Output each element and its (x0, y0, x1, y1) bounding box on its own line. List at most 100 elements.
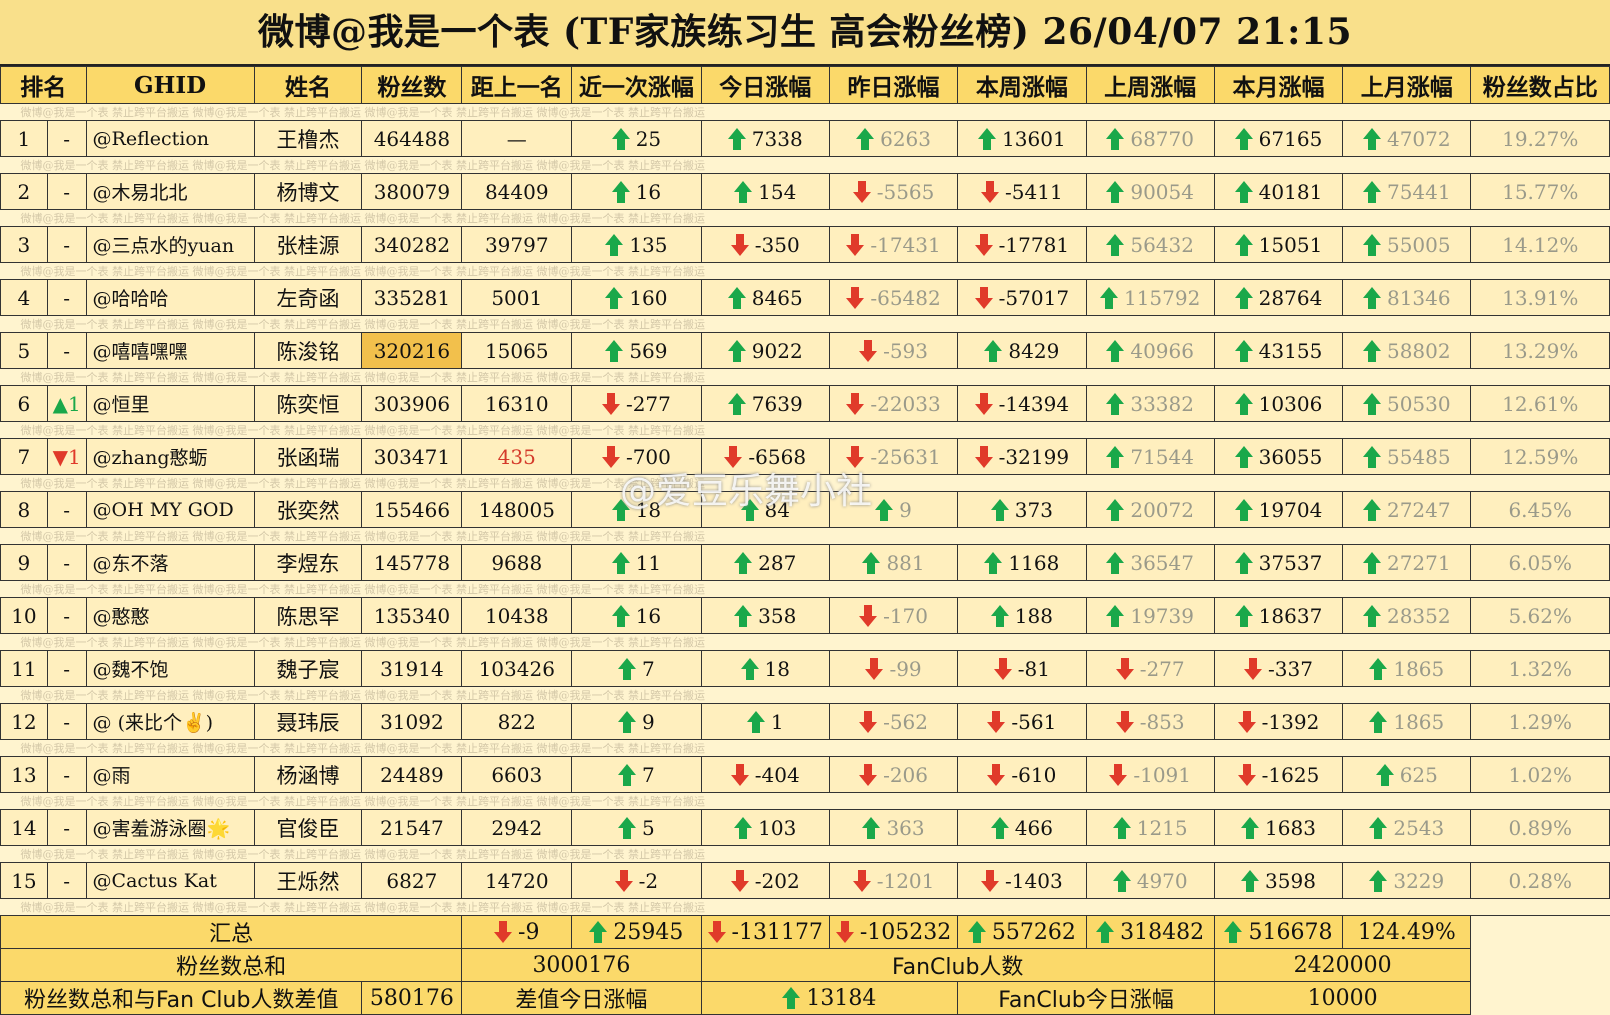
watermark-strip: 微博@我是一个表 禁止跨平台搬运 微博@我是一个表 禁止跨平台搬运 微博@我是一… (0, 580, 1610, 598)
lastmonth-value: 27247 (1386, 497, 1451, 522)
arrow-up-icon (740, 498, 759, 521)
lastmonth-cell: 50530 (1342, 385, 1472, 422)
rank-cell: 5 (0, 332, 48, 369)
recent-value: 25 (635, 126, 662, 151)
gap-cell: 16310 (461, 385, 573, 422)
arrow-down-icon (981, 180, 1000, 203)
arrow-down-icon (1244, 657, 1263, 680)
month-value: 28764 (1258, 285, 1323, 310)
lastweek-value: 1215 (1136, 815, 1188, 840)
footer-fanclub-today-label: FanClub今日涨幅 (957, 981, 1215, 1015)
arrow-up-icon (875, 498, 894, 521)
lastweek-cell: -277 (1085, 650, 1215, 687)
ghid-cell: @雨 (85, 756, 255, 793)
yesterday-cell: 6263 (828, 120, 959, 157)
today-value: 154 (758, 179, 797, 204)
rank-change-cell: - (46, 173, 87, 210)
month-value: -1625 (1261, 762, 1320, 787)
lastmonth-value: 55485 (1386, 444, 1451, 469)
arrow-up-icon (1234, 392, 1253, 415)
today-value: 7639 (751, 391, 803, 416)
arrow-down-icon (846, 233, 865, 256)
arrow-down-icon (865, 657, 884, 680)
table-summary: 汇总 -9 25945 -131177 -105232 557262 31848… (0, 915, 1610, 1015)
month-cell: 1683 (1213, 809, 1344, 846)
header-today: 今日涨幅 (700, 66, 830, 104)
lastmonth-value: 81346 (1386, 285, 1451, 310)
recent-value: 9 (642, 709, 655, 734)
page-title: 微博@我是一个表 (TF家族练习生 高会粉丝榜) 26/04/07 21:15 (0, 0, 1610, 66)
arrow-up-icon (618, 816, 637, 839)
table-row: 13- @雨 杨涵博 24489 6603 7 -404 -206 -610 -1091 -1625… (0, 756, 1610, 793)
footer-diff-label: 粉丝数总和与Fan Club人数差值 (0, 981, 363, 1015)
recent-cell: 11 (571, 544, 702, 581)
arrow-up-icon (618, 763, 637, 786)
recent-cell: 160 (571, 279, 702, 316)
yesterday-value: 881 (886, 550, 925, 575)
lastmonth-cell: 47072 (1342, 120, 1472, 157)
lastweek-cell: 115792 (1085, 279, 1215, 316)
arrow-up-icon (1234, 286, 1253, 309)
table-row: 9- @东不落 李煜东 145778 9688 11 287 881 1168 36547 3753… (0, 544, 1610, 581)
footer-diff-today: 13184 (700, 981, 959, 1015)
yesterday-value: -25631 (870, 444, 941, 469)
ranking-table: 排名 GHID 姓名 粉丝数 距上一名 近一次涨幅 今日涨幅 昨日涨幅 本周涨幅… (0, 66, 1610, 1015)
yesterday-cell: -65482 (828, 279, 959, 316)
month-cell: 15051 (1213, 226, 1344, 263)
week-cell: -32199 (957, 438, 1087, 475)
name-cell: 陈思罕 (253, 597, 363, 634)
arrow-up-icon (1106, 127, 1125, 150)
lastweek-cell: 68770 (1085, 120, 1215, 157)
gap-cell: 15065 (461, 332, 573, 369)
arrow-up-icon (856, 127, 875, 150)
footer-diff-value: 580176 (361, 981, 463, 1015)
today-cell: 358 (700, 597, 830, 634)
arrow-up-icon (1234, 233, 1253, 256)
summary-lastmonth: 516678 (1213, 915, 1344, 949)
arrow-up-icon (1106, 498, 1125, 521)
week-value: -561 (1011, 709, 1057, 734)
lastmonth-cell: 55485 (1342, 438, 1472, 475)
fans-cell: 31092 (361, 703, 463, 740)
arrow-up-icon (1369, 816, 1388, 839)
arrow-down-icon (1237, 710, 1256, 733)
arrow-up-icon (1234, 445, 1253, 468)
arrow-down-icon (724, 445, 743, 468)
recent-cell: 7 (571, 756, 702, 793)
header-month: 本月涨幅 (1213, 66, 1344, 104)
summary-today: 25945 (571, 915, 702, 949)
ghid-cell: @魏不饱 (85, 650, 255, 687)
recent-cell: -700 (571, 438, 702, 475)
share-cell: 13.29% (1470, 332, 1610, 369)
share-cell: 1.32% (1470, 650, 1610, 687)
recent-cell: 5 (571, 809, 702, 846)
summary-yesterday-arrow-icon (707, 921, 726, 943)
arrow-up-icon (611, 551, 630, 574)
rank-cell: 4 (0, 279, 48, 316)
summary-row: 汇总 -9 25945 -131177 -105232 557262 31848… (0, 915, 1610, 949)
month-value: 43155 (1258, 338, 1323, 363)
rank-cell: 15 (0, 862, 48, 899)
week-cell: 13601 (957, 120, 1087, 157)
ghid-cell: @木易北北 (85, 173, 255, 210)
fans-cell: 320216 (361, 332, 463, 369)
today-value: -6568 (748, 444, 807, 469)
arrow-up-icon (618, 710, 637, 733)
arrow-down-icon (601, 392, 620, 415)
arrow-down-icon (846, 445, 865, 468)
arrow-up-icon (1234, 127, 1253, 150)
lastmonth-value: 3229 (1393, 868, 1445, 893)
recent-cell: 135 (571, 226, 702, 263)
name-cell: 张函瑞 (253, 438, 363, 475)
rank-change-value: - (63, 868, 71, 893)
month-value: 3598 (1265, 868, 1316, 893)
ghid-cell: @恒里 (85, 385, 255, 422)
header-week: 本周涨幅 (957, 66, 1087, 104)
today-cell: -6568 (700, 438, 830, 475)
arrow-up-icon (1362, 551, 1381, 574)
arrow-down-icon (987, 710, 1006, 733)
share-cell: 14.12% (1470, 226, 1610, 263)
week-value: -32199 (998, 444, 1070, 469)
rank-cell: 7 (0, 438, 48, 475)
gap-cell: 2942 (461, 809, 573, 846)
